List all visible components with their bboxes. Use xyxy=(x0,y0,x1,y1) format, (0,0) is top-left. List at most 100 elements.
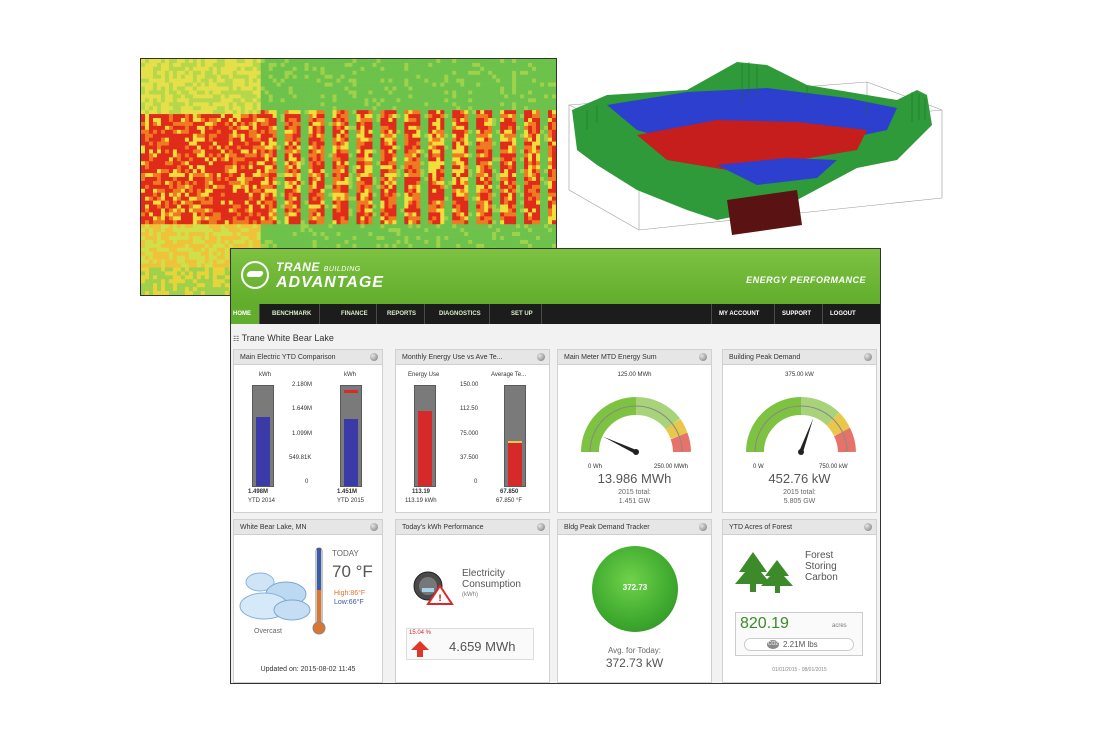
kwh-line1: Electricity xyxy=(462,568,505,579)
ytd-2014-fill xyxy=(256,417,270,486)
ytd-2015-value: 1.451M xyxy=(337,489,358,495)
energy-use-bar xyxy=(414,385,436,487)
gauge-end-label: 250.00 MWh xyxy=(654,464,689,470)
nav-my-account[interactable]: MY ACCOUNT xyxy=(711,304,766,324)
energy-3d-surface-image xyxy=(567,62,943,235)
tile-title: Building Peak Demand xyxy=(723,350,876,365)
gauge-needle xyxy=(603,436,637,454)
kwh-percent: 15.04 % xyxy=(409,630,432,636)
tile-title: Main Meter MTD Energy Sum xyxy=(558,350,711,365)
high-temp: High:86°F xyxy=(334,590,365,597)
ytd-2014-value: 1.498M xyxy=(248,489,269,495)
scale-tick: 37.500 xyxy=(460,455,479,461)
gauge-max-label: 125.00 MWh xyxy=(617,372,652,378)
nav-finance[interactable]: FINANCE xyxy=(333,304,377,324)
nav-setup[interactable]: SET UP xyxy=(503,304,542,324)
gauge-band-green xyxy=(746,397,802,453)
nav-diagnostics[interactable]: DIAGNOSTICS xyxy=(431,304,490,324)
forest-date-range: 01/01/2015 - 08/01/2015 xyxy=(772,667,827,673)
site-icon: ☷ xyxy=(233,336,240,343)
tile-menu-icon[interactable] xyxy=(699,353,707,361)
avg-temp-label: Average Te... xyxy=(491,372,527,378)
co2-lbs-value: 2.21M lbs xyxy=(783,640,818,649)
tile-menu-icon[interactable] xyxy=(864,523,872,531)
scale-tick: 112.50 xyxy=(460,406,478,412)
brand-product: ADVANTAGE xyxy=(276,274,384,291)
forest-line1: Forest xyxy=(805,550,834,561)
low-label: Low: xyxy=(334,599,349,606)
nav-logout[interactable]: LOGOUT xyxy=(822,304,863,324)
gauge-band-lightgreen xyxy=(800,397,840,426)
co2-pill: CO2 2.21M lbs xyxy=(744,638,854,651)
energy-use-fill xyxy=(418,411,432,486)
forest-value-box: 820.19 acres CO2 2.21M lbs xyxy=(735,612,863,656)
mtd-gauge xyxy=(581,397,691,455)
scale-tick: 2.180M xyxy=(292,382,313,388)
tile-mtd-energy: Main Meter MTD Energy Sum 125.00 MWh 0 W… xyxy=(557,349,712,513)
tile-menu-icon[interactable] xyxy=(370,523,378,531)
nav-support[interactable]: SUPPORT xyxy=(774,304,818,324)
weather-updated: Updated on: 2015-08-02 11:45 xyxy=(260,666,356,673)
tile-menu-icon[interactable] xyxy=(537,353,545,361)
ytd-2015-marker xyxy=(344,390,358,393)
scale-tick: 1.099M xyxy=(292,431,313,437)
gauge-end-label: 750.00 kW xyxy=(819,464,848,470)
scale-tick: 150.00 xyxy=(460,382,479,388)
forest-line3: Carbon xyxy=(805,572,838,583)
gauge-max-label: 375.00 kW xyxy=(785,372,814,378)
gauge-min-label: 0 W xyxy=(753,464,764,470)
mtd-total-label: 2015 total: xyxy=(618,489,651,496)
site-name: ☷ Trane White Bear Lake xyxy=(233,333,334,343)
energy-dashboard-window: TRANE BUILDING ADVANTAGE ENERGY PERFORMA… xyxy=(230,248,881,684)
nav-benchmark[interactable]: BENCHMARK xyxy=(264,304,321,324)
tile-menu-icon[interactable] xyxy=(537,523,545,531)
tile-kwh-performance: Today's kWh Performance ! Electricity Co… xyxy=(395,519,550,683)
tile-title: Today's kWh Performance xyxy=(396,520,549,535)
tile-weather: White Bear Lake, MN Overcast TODAY 70 °F… xyxy=(233,519,383,683)
low-temp: Low:66°F xyxy=(334,599,364,606)
tile-menu-icon[interactable] xyxy=(864,353,872,361)
trane-logo-icon xyxy=(241,261,269,289)
gauge-min-label: 0 Wh xyxy=(588,464,603,470)
scale-tick: 75.000 xyxy=(460,431,479,437)
forest-acres-value: 820.19 xyxy=(740,615,789,632)
ytd-2015-label: YTD 2015 xyxy=(337,498,365,504)
brand-sub: BUILDING xyxy=(323,266,361,273)
tile-peak-demand: Building Peak Demand 375.00 kW 0 W 750.0… xyxy=(722,349,877,513)
section-title: ENERGY PERFORMANCE xyxy=(746,275,866,285)
avg-temp-value: 67.850 xyxy=(500,489,519,495)
thermometer-icon xyxy=(312,547,326,635)
avg-temp-bar xyxy=(504,385,526,487)
ytd-2015-fill xyxy=(344,419,358,486)
app-header: TRANE BUILDING ADVANTAGE ENERGY PERFORMA… xyxy=(231,249,880,304)
ytd-2014-label: YTD 2014 xyxy=(248,498,276,504)
kwh-unit: (kWh) xyxy=(462,592,478,598)
energy-use-label: Energy Use xyxy=(408,372,440,378)
forest-acres-unit: acres xyxy=(832,623,847,629)
tile-menu-icon[interactable] xyxy=(370,353,378,361)
tile-title: Bldg Peak Demand Tracker xyxy=(558,520,711,535)
peak-gauge xyxy=(746,397,856,455)
peak-total-label: 2015 total: xyxy=(783,489,816,496)
nav-reports[interactable]: REPORTS xyxy=(379,304,426,324)
tile-menu-icon[interactable] xyxy=(699,523,707,531)
ytd-2015-bar xyxy=(340,385,362,487)
peak-total-value: 5.805 GW xyxy=(783,498,816,505)
tile-title: Monthly Energy Use vs Ave Te... xyxy=(396,350,549,365)
tracker-avg-label: Avg. for Today: xyxy=(607,646,662,655)
trees-icon xyxy=(735,552,793,593)
right-unit: kWh xyxy=(344,372,356,378)
kwh-value: 4.659 MWh xyxy=(449,639,516,654)
peak-status-circle: 372.73 xyxy=(592,546,678,632)
scale-tick: 0 xyxy=(474,479,478,485)
tile-title: Main Electric YTD Comparison xyxy=(234,350,382,365)
ytd-2014-bar xyxy=(252,385,274,487)
tile-title: YTD Acres of Forest xyxy=(723,520,876,535)
high-value: 86°F xyxy=(350,590,366,597)
gauge-band-lightgreen xyxy=(635,397,681,430)
scale-tick: 0 xyxy=(305,479,309,485)
tracker-avg-value: 372.73 kW xyxy=(605,656,664,670)
tile-monthly-energy: Monthly Energy Use vs Ave Te... Energy U… xyxy=(395,349,550,513)
gauge-band-green xyxy=(581,397,637,453)
nav-home[interactable]: HOME xyxy=(231,304,260,324)
